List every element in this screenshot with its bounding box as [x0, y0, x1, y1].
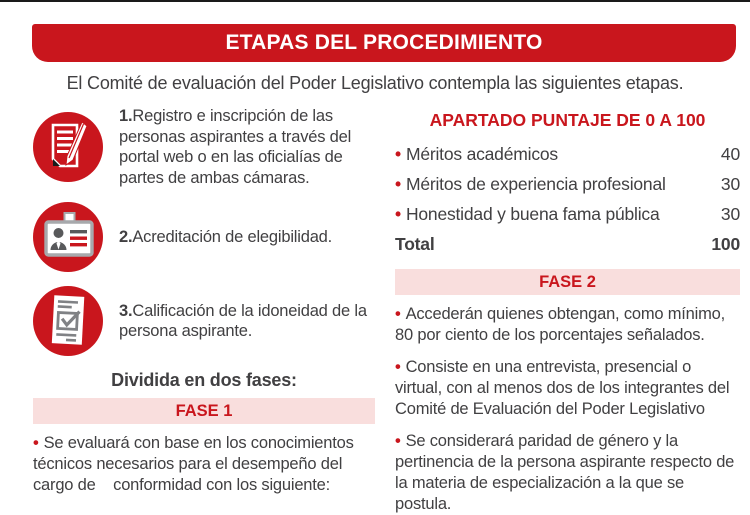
step-text: 1.Registro e inscripción de las personas… [119, 106, 375, 188]
document-pen-icon [33, 112, 103, 182]
phases-intro-heading: Dividida en dos fases: [111, 370, 297, 390]
score-total-row: Total 100 [395, 229, 740, 259]
score-total-label: Total [395, 233, 435, 254]
step-body: Acreditación de elegibilidad. [132, 227, 333, 246]
header-banner: ETAPAS DEL PROCEDIMIENTO [32, 24, 736, 62]
score-value: 30 [720, 173, 740, 194]
page-title: ETAPAS DEL PROCEDIMIENTO [225, 31, 543, 54]
score-label: Méritos de experiencia profesional [395, 174, 666, 195]
step-number: 2. [119, 227, 133, 246]
fase1-label: FASE 1 [175, 401, 233, 420]
step-row-3: 3.Calificación de la idoneidad de la per… [33, 286, 375, 356]
step-text: 2.Acreditación de elegibilidad. [119, 227, 375, 248]
page-subtitle: El Comité de evaluación del Poder Legisl… [66, 73, 684, 93]
score-label: Méritos académicos [395, 144, 558, 165]
step-text: 3.Calificación de la idoneidad de la per… [119, 301, 375, 342]
score-row: Méritos académicos 40 [395, 139, 740, 169]
score-row: Honestidad y buena fama pública 30 [395, 199, 740, 229]
step-number: 3. [119, 301, 133, 320]
step-body: Calificación de la idoneidad de la perso… [119, 301, 367, 341]
score-label: Honestidad y buena fama pública [395, 204, 660, 225]
score-value: 30 [720, 203, 740, 224]
left-column: 1.Registro e inscripción de las personas… [33, 106, 375, 515]
id-badge-icon [33, 202, 103, 272]
fase2-bullet: Consiste en una entrevista, presencial o… [395, 357, 740, 420]
fase2-label: FASE 2 [539, 272, 596, 291]
step-row-1: 1.Registro e inscripción de las personas… [33, 106, 375, 188]
fase2-bullet: Accederán quienes obtengan, como mínimo,… [395, 304, 740, 346]
score-row: Méritos de experiencia profesional 30 [395, 169, 740, 199]
fase2-bar: FASE 2 [395, 269, 740, 295]
fase1-bar: FASE 1 [33, 398, 375, 424]
score-total-value: 100 [711, 233, 740, 254]
score-panel-heading: APARTADO PUNTAJE DE 0 A 100 [429, 110, 706, 130]
checklist-icon [33, 286, 103, 356]
fase1-bullet: Se evaluará con base en los conocimiento… [33, 433, 375, 496]
step-row-2: 2.Acreditación de elegibilidad. [33, 202, 375, 272]
fase2-bullet: Se considerará paridad de género y la pe… [395, 431, 740, 515]
step-number: 1. [119, 107, 133, 125]
score-value: 40 [720, 143, 740, 164]
score-rows: Méritos académicos 40 Méritos de experie… [395, 139, 740, 259]
step-body: Registro e inscripción de las personas a… [119, 107, 352, 187]
right-column: APARTADO PUNTAJE DE 0 A 100 Méritos acad… [395, 106, 740, 515]
content-columns: 1.Registro e inscripción de las personas… [33, 106, 740, 515]
